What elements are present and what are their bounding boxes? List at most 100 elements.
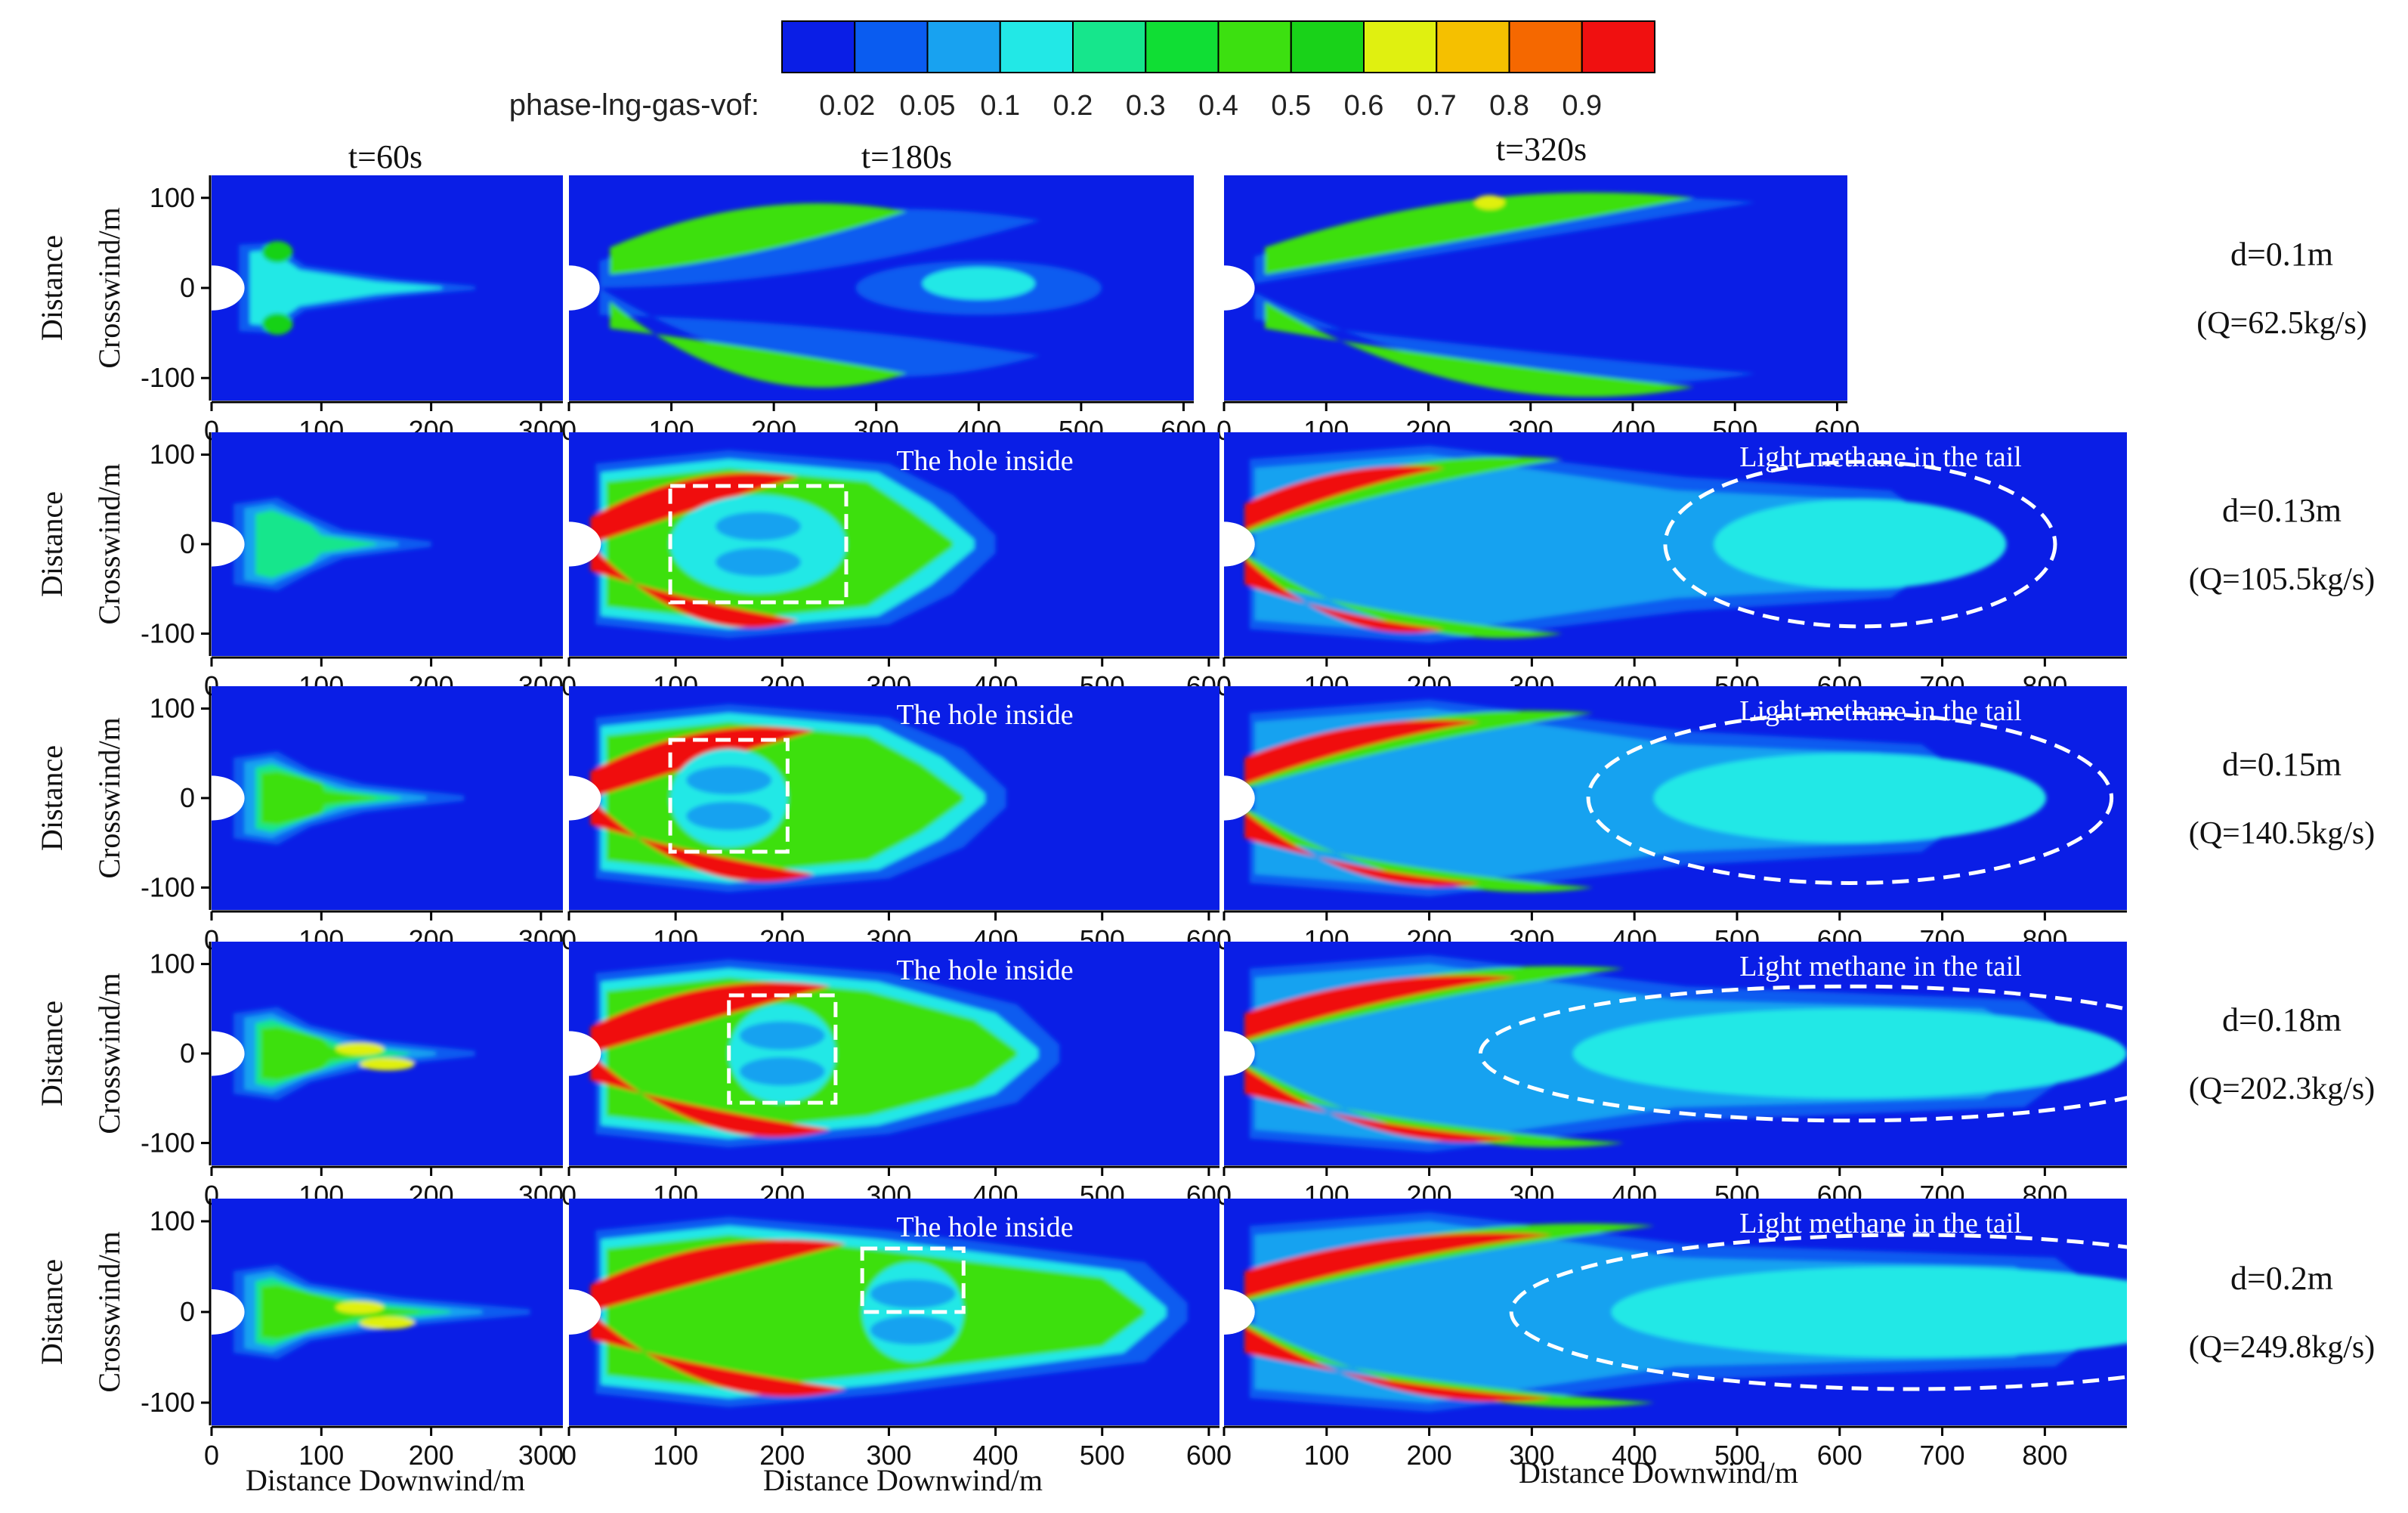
contour-level-6 (261, 771, 376, 825)
contour-level-2 (716, 547, 801, 577)
source-pool-circle (569, 521, 601, 567)
contour-layers (233, 751, 465, 845)
hole-inside-label: The hole inside (896, 955, 1073, 986)
contour-panel-r1-c3: 0 100 200 300 400 500 600 (1216, 175, 1860, 446)
case-flow-label: (Q=140.5kg/s) (2189, 816, 2376, 851)
column-label-t60: t=60s (348, 138, 422, 175)
case-diameter-label: d=0.13m (2222, 492, 2342, 529)
hole-inside-label: The hole inside (896, 1211, 1073, 1243)
source-pool-circle (212, 1031, 245, 1076)
contour-level-11 (1244, 975, 1517, 1041)
x-axis: 0 100 200 300 400 500 600 (561, 1165, 1232, 1211)
contour-panel-r1-c2: 0 100 200 300 400 500 600 (561, 175, 1206, 446)
x-tick-label: 200 (1407, 1440, 1452, 1471)
y-tick-label: -100 (141, 1127, 195, 1158)
contour-layers (1244, 955, 2127, 1153)
contour-level-1 (599, 288, 1040, 377)
contour-level-3 (1714, 499, 2007, 589)
contour-level-11 (590, 798, 815, 882)
source-pool-circle (1224, 775, 1255, 821)
contour-fill (569, 203, 1102, 388)
y-axis: 100 0 -100 (141, 686, 212, 910)
light-methane-ellipse (1509, 1233, 2314, 1391)
hole-inside-box (668, 484, 849, 605)
y-tick-label: -100 (141, 1387, 195, 1418)
case-diameter-label: d=0.15m (2222, 746, 2342, 783)
y-tick-label: 0 (180, 1038, 195, 1069)
x-tick-label: 200 (409, 1440, 454, 1471)
contour-layers (1244, 445, 2007, 643)
contour-level-11 (1244, 719, 1481, 785)
source-pool-circle (212, 1289, 245, 1335)
colorbar-legend: phase-lng-gas-vof: 0.02 0.05 0.1 0.2 0.3 0.4 0… (509, 20, 1655, 122)
contour-fill (212, 1007, 475, 1100)
contour-fill (212, 241, 475, 335)
colorbar-swatches (781, 20, 1655, 73)
contour-level-6 (261, 1026, 383, 1081)
x-tick-label: 300 (1509, 1440, 1554, 1471)
xlabel-col2: Distance Downwind/m (763, 1463, 1043, 1497)
colorbar-tick-label: 0.05 (900, 90, 956, 122)
contour-level-11 (1244, 1233, 1553, 1298)
contour-panel-r5-c3: 0 100 200 300 400 500 600 700 800 Light methane i… (1216, 1199, 2314, 1471)
hole-inside-label: The hole inside (896, 699, 1073, 731)
x-tick-label: 100 (1304, 1440, 1349, 1471)
light-methane-label: Light methane in the tail (1739, 1208, 2022, 1239)
contour-level-11 (590, 544, 799, 628)
x-tick-label: 400 (973, 1440, 1019, 1471)
contour-level-6 (1244, 806, 1593, 893)
source-pool-circle (569, 1289, 601, 1335)
light-methane-ellipse (1586, 711, 2114, 885)
contour-level-6 (261, 1285, 419, 1339)
x-tick-label: 500 (1714, 1440, 1760, 1471)
colorbar-swatch (1145, 20, 1219, 73)
contour-fill (1224, 955, 2127, 1153)
colorbar-tick-label: 0.6 (1344, 90, 1384, 122)
source-pool-circle (212, 521, 245, 567)
contour-level-6 (1265, 301, 1695, 398)
ylabel-line2: Crosswind/m (92, 463, 126, 624)
ylabel-line1: Distance (35, 1259, 69, 1365)
contour-level-6 (610, 203, 907, 275)
source-pool-circle (1224, 1289, 1255, 1335)
contour-level-8 (1474, 195, 1505, 210)
ylabel-line1: Distance (35, 1001, 69, 1106)
case-flow-label: (Q=62.5kg/s) (2196, 306, 2367, 341)
colorbar-swatch (781, 20, 856, 73)
ylabel-line2: Crosswind/m (92, 207, 126, 368)
colorbar-tick-label: 0.3 (1126, 90, 1166, 122)
x-tick-label: 300 (866, 1440, 911, 1471)
ylabel-line1: Distance (35, 235, 69, 341)
column-label-t180: t=180s (861, 138, 952, 175)
colorbar-swatch (999, 20, 1074, 73)
contour-fill (1224, 192, 1756, 398)
y-axis: 100 0 -100 (141, 175, 212, 401)
source-pool-circle (569, 775, 601, 821)
contour-layers (233, 1007, 475, 1100)
source-pool-circle (1224, 265, 1255, 311)
hole-inside-box (668, 738, 790, 854)
xlabel-col1: Distance Downwind/m (246, 1463, 525, 1497)
contour-fill (212, 1264, 530, 1360)
contour-fill (569, 450, 996, 639)
contour-layers (590, 959, 1060, 1148)
contour-fill (212, 497, 431, 591)
y-tick-label: -100 (141, 617, 195, 648)
contour-level-11 (590, 1312, 846, 1397)
contour-panel-r4-c2: 0 100 200 300 400 500 600 The hole inside (561, 942, 1232, 1211)
y-tick-label: -100 (141, 362, 195, 393)
y-tick-label: 100 (150, 182, 195, 213)
y-tick-label: 100 (150, 1205, 195, 1236)
y-axis: 100 0 -100 (141, 942, 212, 1165)
light-methane-label: Light methane in the tail (1739, 951, 2022, 982)
contour-level-3 (1653, 753, 2047, 843)
light-methane-ellipse (1478, 984, 2221, 1123)
light-methane-label: Light methane in the tail (1739, 441, 2022, 473)
contour-level-3 (249, 249, 443, 326)
